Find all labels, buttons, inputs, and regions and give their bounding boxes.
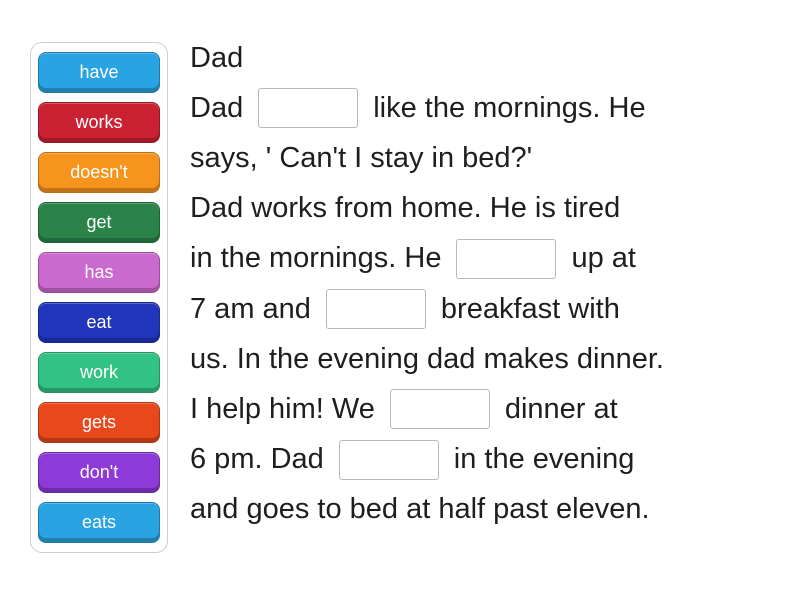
passage-line: Dad like the mornings. He xyxy=(190,83,780,133)
word-tile-label: eats xyxy=(81,512,117,532)
word-tile-have[interactable]: have xyxy=(38,52,160,93)
passage-text-segment: in the evening xyxy=(453,443,635,476)
answer-blank-4[interactable] xyxy=(389,389,490,430)
passage-text-segment: says, ' Can't I stay in bed?' xyxy=(190,141,533,174)
passage-text: Dad Dad like the mornings. He says, ' Can't… xyxy=(190,33,780,535)
passage-line: says, ' Can't I stay in bed?' xyxy=(190,133,780,183)
passage-line: us. In the evening dad makes dinner. xyxy=(190,334,780,384)
word-tile-label: have xyxy=(79,62,119,82)
word-tile-label: don't xyxy=(79,462,119,482)
passage-text-segment: I help him! We xyxy=(190,392,375,425)
word-tile-label: doesn't xyxy=(70,162,128,182)
passage-text-segment: up at xyxy=(571,242,636,275)
word-tile-label: works xyxy=(75,112,123,132)
passage-text-segment: us. In the evening dad makes dinner. xyxy=(190,342,664,375)
word-tile-eat[interactable]: eat xyxy=(38,302,160,343)
word-tile-works[interactable]: works xyxy=(38,102,160,143)
passage-text-segment: 7 am and xyxy=(190,292,311,325)
word-tile-label: get xyxy=(86,212,112,232)
passage-text-segment: like the mornings. He xyxy=(373,91,646,124)
passage-line: Dad works from home. He is tired xyxy=(190,184,780,234)
word-tile-dont[interactable]: don't xyxy=(38,452,160,493)
passage-text-segment: Dad xyxy=(190,91,244,124)
passage-text-segment: Dad works from home. He is tired xyxy=(190,192,621,225)
passage-line: I help him! We dinner at xyxy=(190,384,780,434)
word-bank-panel: have works doesn't get has eat work gets don't ea… xyxy=(30,42,168,553)
passage-text-segment: in the mornings. He xyxy=(190,242,442,275)
passage-text-segment: breakfast with xyxy=(440,292,620,325)
passage-line: 7 am and breakfast with xyxy=(190,284,780,334)
passage-text-segment: dinner at xyxy=(504,392,618,425)
passage-text-segment: and goes to bed at half past eleven. xyxy=(190,493,650,526)
word-tile-has[interactable]: has xyxy=(38,252,160,293)
passage-line: in the mornings. He up at xyxy=(190,234,780,284)
word-tile-label: eat xyxy=(86,312,112,332)
answer-blank-3[interactable] xyxy=(325,289,426,330)
passage-text-segment: 6 pm. Dad xyxy=(190,443,324,476)
word-tile-label: work xyxy=(79,362,118,382)
word-tile-label: gets xyxy=(81,412,117,432)
word-tile-gets[interactable]: gets xyxy=(38,402,160,443)
word-tile-work[interactable]: work xyxy=(38,352,160,393)
passage-text-segment: Dad xyxy=(190,41,244,74)
word-tile-eats[interactable]: eats xyxy=(38,502,160,543)
answer-blank-1[interactable] xyxy=(258,88,359,129)
passage-line: and goes to bed at half past eleven. xyxy=(190,485,780,535)
passage-line: Dad xyxy=(190,33,780,83)
answer-blank-5[interactable] xyxy=(338,439,439,480)
word-tile-doesnt[interactable]: doesn't xyxy=(38,152,160,193)
answer-blank-2[interactable] xyxy=(456,238,557,279)
word-tile-get[interactable]: get xyxy=(38,202,160,243)
word-tile-label: has xyxy=(84,262,114,282)
passage-line: 6 pm. Dad in the evening xyxy=(190,435,780,485)
